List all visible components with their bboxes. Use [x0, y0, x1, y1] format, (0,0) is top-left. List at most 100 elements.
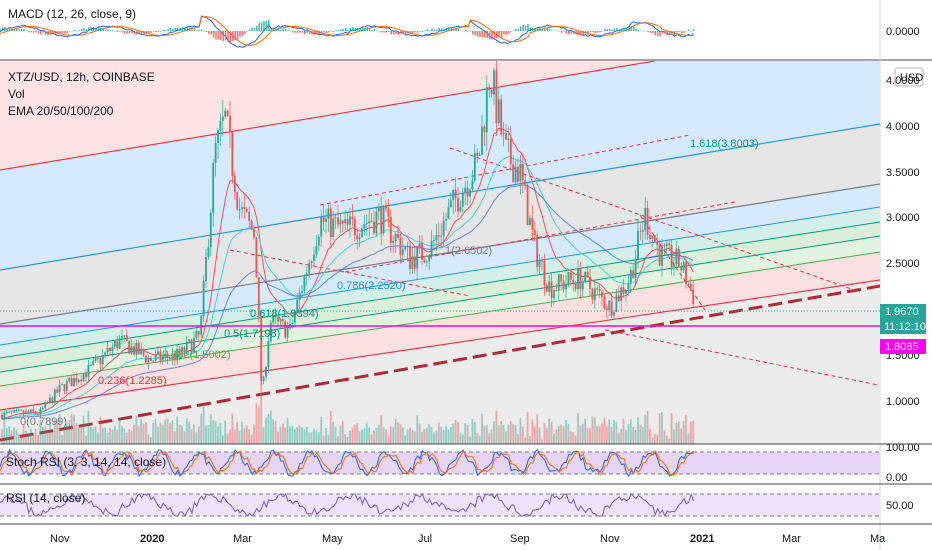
macd-histogram-bar	[510, 31, 512, 32]
candle-body	[80, 379, 83, 382]
volume-bar	[440, 426, 443, 444]
volume-bar	[281, 423, 284, 444]
volume-bar	[197, 426, 200, 444]
candle-body	[255, 237, 258, 278]
volume-bar	[620, 428, 623, 444]
volume-bar	[63, 427, 66, 444]
candle-body	[29, 409, 32, 413]
volume-bar	[399, 424, 402, 444]
macd-histogram-bar	[625, 28, 628, 31]
volume-bar	[449, 427, 452, 444]
candle-body	[634, 258, 637, 279]
macd-histogram-bar	[6, 28, 8, 31]
volume-bar	[89, 426, 92, 444]
candle-body	[34, 411, 37, 414]
candle-body	[392, 240, 395, 243]
macd-histogram-bar	[150, 31, 152, 33]
volume-bar	[17, 433, 20, 444]
volume-bar	[385, 429, 387, 444]
macd-histogram-bar	[251, 27, 253, 31]
volume-bar	[173, 431, 176, 444]
volume-bar	[284, 427, 287, 444]
macd-histogram-bar	[673, 31, 676, 35]
ema-legend[interactable]: EMA 20/50/100/200	[8, 104, 114, 118]
candle-body	[298, 292, 301, 300]
macd-histogram-bar	[488, 31, 491, 40]
macd-histogram-bar	[200, 29, 203, 31]
macd-histogram-bar	[30, 31, 32, 33]
volume-bar	[289, 426, 291, 444]
volume-bar	[680, 428, 683, 444]
volume-bar	[423, 429, 426, 444]
volume-bar	[380, 414, 383, 444]
macd-histogram-bar	[59, 31, 61, 34]
volume-bar	[308, 432, 311, 444]
macd-histogram-bar	[340, 29, 342, 31]
macd-histogram-bar	[618, 28, 620, 31]
macd-histogram-bar	[462, 30, 464, 32]
bar-countdown: 11:12:10	[884, 321, 926, 333]
volume-bar	[116, 429, 119, 444]
fib-label: 1(2.6502)	[445, 245, 492, 257]
currency-badge[interactable]	[894, 67, 924, 87]
candle-body	[135, 342, 138, 355]
volume-bar	[73, 414, 75, 444]
macd-histogram-bar	[174, 27, 176, 31]
candle-body	[325, 218, 327, 222]
macd-histogram-bar	[32, 31, 35, 33]
candle-body	[394, 233, 397, 241]
candle-body	[113, 341, 116, 347]
volume-bar	[365, 422, 368, 444]
macd-histogram-bar	[205, 31, 208, 33]
macd-histogram-bar	[308, 31, 311, 34]
volume-bar	[457, 421, 459, 444]
candle-body	[421, 243, 423, 260]
volume-bar	[473, 422, 476, 444]
macd-histogram-bar	[332, 31, 335, 33]
volume-bar	[157, 426, 159, 444]
price-candles	[1, 61, 695, 421]
volume-bar	[454, 419, 457, 444]
macd-histogram-bar	[234, 31, 236, 40]
volume-bar	[466, 425, 469, 444]
volume-bar	[147, 434, 150, 444]
macd-histogram-bar	[337, 29, 340, 31]
volume-bar	[567, 423, 570, 444]
candle-body	[401, 249, 404, 255]
candle-body	[145, 355, 147, 363]
candle-body	[22, 410, 25, 415]
volume-bar	[581, 423, 584, 444]
macd-histogram-bar	[592, 31, 594, 33]
macd-histogram-bar	[49, 31, 52, 35]
volume-bar	[267, 414, 270, 444]
macd-histogram-bar	[349, 27, 352, 31]
candle-body	[46, 402, 49, 404]
macd-histogram-bar	[208, 31, 210, 34]
candle-body	[685, 262, 687, 285]
channel-fill-green2	[0, 236, 880, 386]
volume-bar	[471, 419, 474, 444]
candle-body	[25, 411, 27, 415]
macd-histogram-bar	[196, 30, 198, 31]
candle-body	[637, 231, 639, 259]
candle-body	[562, 281, 565, 290]
macd-histogram-bar	[1, 27, 4, 31]
macd-histogram-bar	[160, 31, 162, 32]
time-axis[interactable]: Nov 2020 Mar May Jul Sep Nov 2021 Mar Ma	[0, 523, 932, 545]
macd-signal-line	[0, 16, 694, 46]
macd-histogram-bar	[436, 29, 438, 31]
candle-body	[593, 288, 596, 300]
macd-histogram-bar	[80, 28, 83, 31]
symbol-legend[interactable]: XTZ/USD, 12h, COINBASE	[8, 70, 155, 84]
channel-fill-gray	[0, 124, 880, 324]
channel-line-top	[0, 61, 656, 171]
volume-bar	[488, 433, 491, 444]
macd-histogram-bar	[613, 28, 616, 31]
volume-bar	[221, 435, 224, 444]
volume-bar	[154, 419, 157, 444]
candle-body	[411, 256, 414, 270]
candle-body	[10, 411, 13, 413]
volume-legend[interactable]: Vol	[8, 87, 25, 101]
macd-histogram-bar	[44, 31, 47, 35]
